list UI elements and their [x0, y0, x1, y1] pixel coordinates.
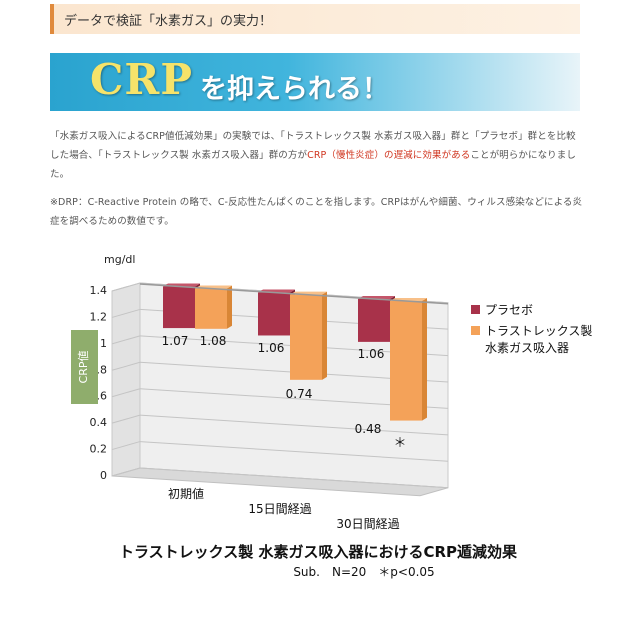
legend-label-device-1: トラストレックス製 [485, 324, 592, 338]
y-gridline-side [111, 282, 141, 292]
y-unit-label: mg/dl [104, 253, 135, 266]
data-label: 1.06 [358, 347, 385, 361]
legend-label-device-2: 水素ガス吸入器 [485, 341, 569, 355]
y-tick-label: 1.4 [90, 284, 108, 297]
legend-swatch-device [471, 326, 480, 335]
y-axis-label-box [71, 330, 98, 404]
data-label: 1.06 [258, 341, 285, 355]
crp-note: ※DRP：C-Reactive Protein の略で、C-反応性たんぱくのこと… [50, 197, 583, 227]
bar [195, 288, 227, 329]
result-highlight: CRP（慢性炎症）の遅減に効果がある [307, 150, 471, 161]
significance-marker: ＊ [393, 436, 406, 451]
bar [358, 298, 390, 342]
y-gridline-side [111, 361, 141, 371]
y-tick-label: 1 [100, 337, 107, 350]
y-tick-label: 0 [100, 469, 107, 482]
plot-side-wall [111, 282, 141, 477]
plot-top-edge [139, 283, 449, 305]
data-label: 0.48 [355, 422, 382, 436]
y-tick-label: 1.2 [90, 310, 108, 323]
y-gridline-side [111, 388, 141, 398]
result-text-1: 「水素ガス吸入によるCRP値低減効果」の実験では、「トラストレックス製 水素ガス… [50, 131, 576, 161]
x-category-label: 15日間経過 [248, 502, 311, 516]
y-gridline-side [111, 308, 141, 318]
result-paragraph: 「水素ガス吸入によるCRP値低減効果」の実験では、「トラストレックス製 水素ガス… [50, 127, 585, 184]
y-axis-label: CRP値 [77, 351, 90, 384]
legend-label-placebo: プラセボ [485, 303, 533, 317]
y-gridline [139, 414, 449, 436]
chart-subtitle: Sub. N=20 ＊p<0.05 [293, 565, 434, 579]
bar [258, 292, 290, 336]
x-category-label: 初期値 [168, 486, 204, 501]
y-gridline-side [111, 441, 141, 451]
bar [163, 286, 195, 329]
headline-banner: CRP を抑えられる！ [50, 53, 580, 111]
y-gridline [139, 441, 449, 462]
y-gridline-side [111, 414, 141, 424]
data-label: 0.74 [286, 387, 313, 401]
bar [290, 294, 322, 380]
y-tick-label: 0.4 [90, 416, 108, 429]
y-gridline [139, 467, 449, 489]
bar-side [227, 285, 232, 329]
section-header-title: データで検証「水素ガス」の実力！ [64, 14, 273, 29]
chart-title: トラストレックス製 水素ガス吸入器におけるCRP遁減効果 [119, 543, 518, 561]
section-header: データで検証「水素ガス」の実力！ [50, 4, 580, 34]
banner-headline: を抑えられる！ [200, 74, 389, 105]
data-label: 1.08 [200, 334, 227, 348]
bar-side [322, 291, 327, 380]
data-label: 1.07 [162, 334, 189, 348]
banner-crp: CRP [90, 55, 193, 104]
result-text-2: ことが明らかになりました。 [50, 150, 576, 180]
y-gridline-side [111, 467, 141, 477]
bar [390, 301, 422, 421]
bar-side [422, 298, 427, 421]
legend-swatch-placebo [471, 305, 480, 314]
y-tick-label: 0.2 [90, 443, 108, 456]
y-gridline-side [111, 335, 141, 345]
x-category-label: 30日間経過 [336, 517, 399, 531]
